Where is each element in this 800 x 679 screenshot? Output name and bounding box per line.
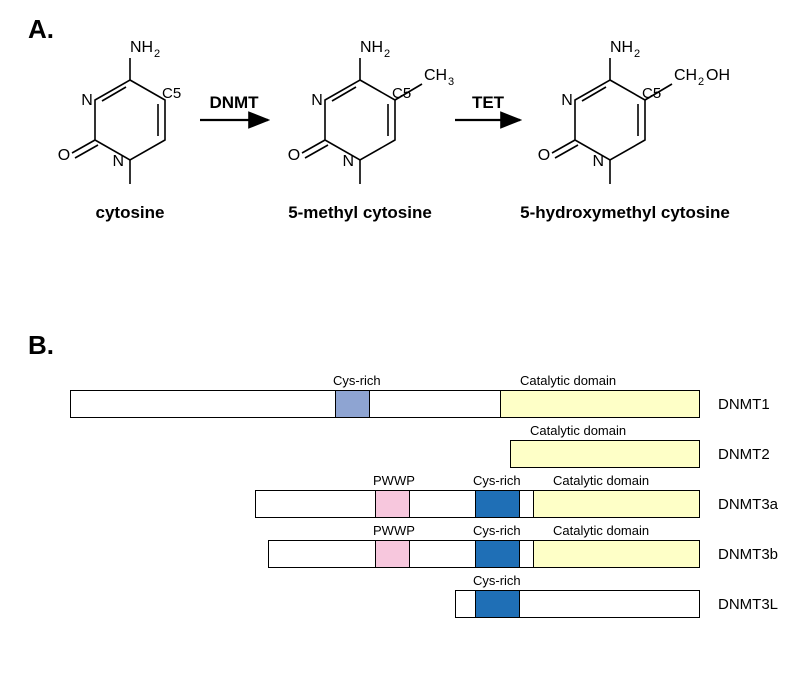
domain-box [500,390,700,418]
protein-row-dnmt1: Cys-richCatalytic domainDNMT1 [0,390,800,418]
domain-label: Catalytic domain [553,523,649,538]
protein-row-dnmt3a: PWWPCys-richCatalytic domainDNMT3a [0,490,800,518]
domain-label: Catalytic domain [553,473,649,488]
domain-box [533,540,700,568]
domain-label: Cys-rich [333,373,381,388]
domain-label: PWWP [373,473,415,488]
domain-label: Catalytic domain [530,423,626,438]
domain-box [475,490,520,518]
domain-label: Cys-rich [473,473,521,488]
domain-box [375,490,410,518]
protein-name: DNMT3b [718,546,778,563]
panel-b: Cys-richCatalytic domainDNMT1Catalytic d… [0,0,800,679]
protein-name: DNMT2 [718,446,770,463]
domain-box [533,490,700,518]
protein-row-dnmt2: Catalytic domainDNMT2 [0,440,800,468]
domain-label: Catalytic domain [520,373,616,388]
domain-label: Cys-rich [473,573,521,588]
domain-box [335,390,370,418]
protein-row-dnmt3l: Cys-richDNMT3L [0,590,800,618]
domain-label: Cys-rich [473,523,521,538]
domain-box [510,440,700,468]
protein-name: DNMT1 [718,396,770,413]
protein-row-dnmt3b: PWWPCys-richCatalytic domainDNMT3b [0,540,800,568]
protein-name: DNMT3a [718,496,778,513]
domain-box [475,540,520,568]
domain-box [475,590,520,618]
domain-label: PWWP [373,523,415,538]
protein-name: DNMT3L [718,596,778,613]
domain-box [375,540,410,568]
